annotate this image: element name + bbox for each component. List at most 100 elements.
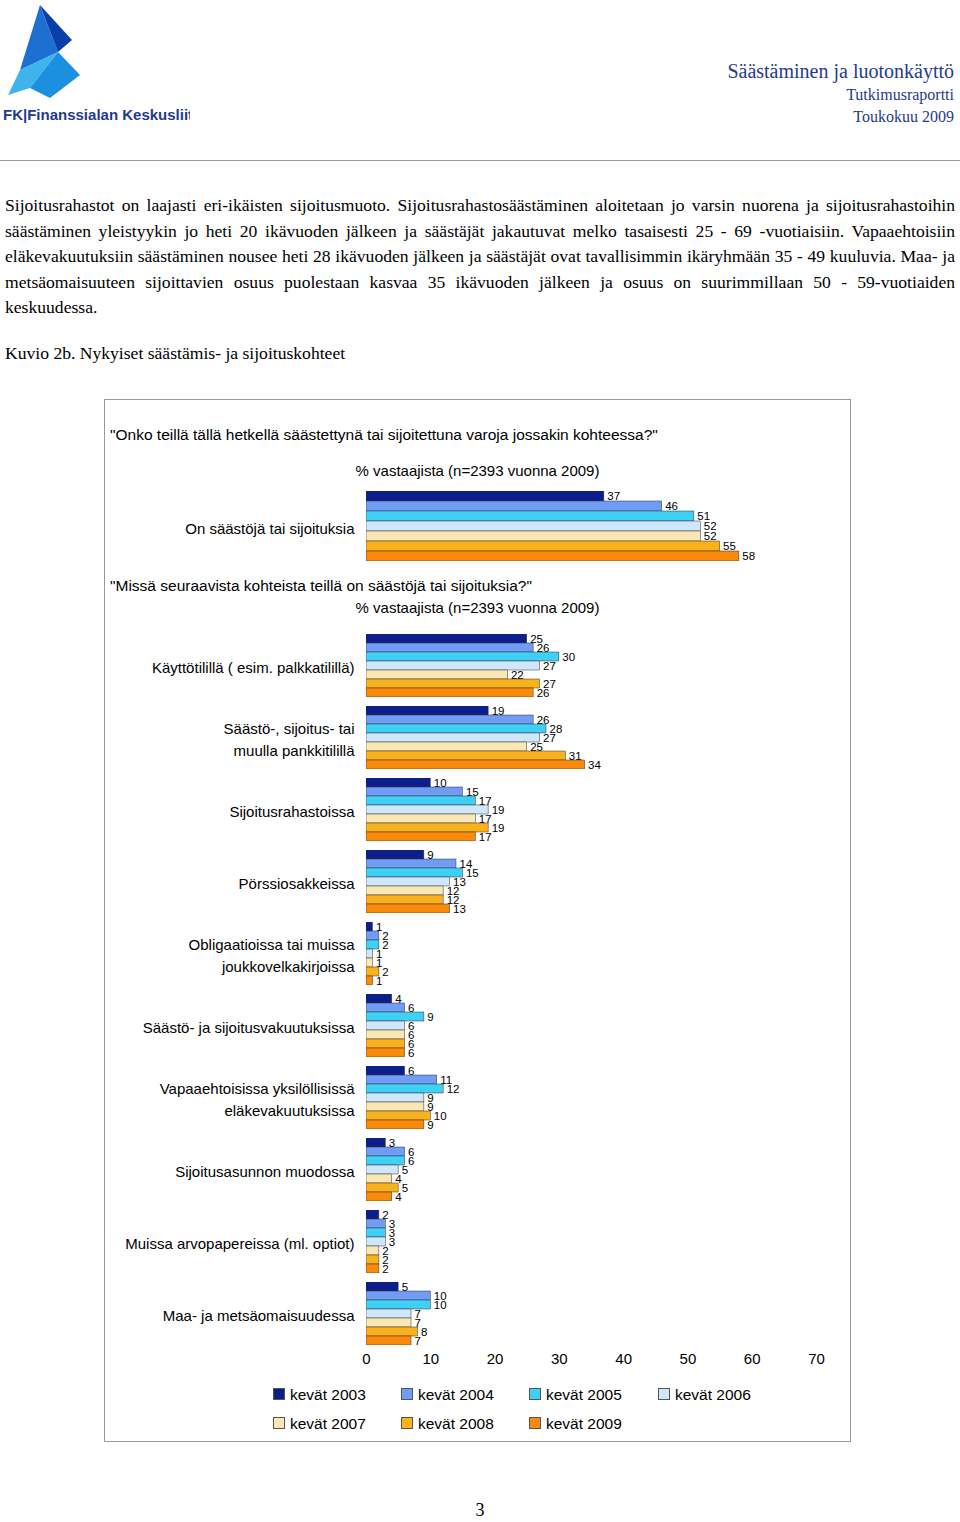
svg-text:Säästö-, sijoitus- taimuulla p: Säästö-, sijoitus- taimuulla pankkitilil… (224, 720, 356, 760)
svg-text:25: 25 (530, 741, 543, 753)
svg-text:60: 60 (744, 1350, 761, 1367)
svg-text:Obligaatioissa tai muissajoukk: Obligaatioissa tai muissajoukkovelkakirj… (189, 936, 356, 976)
svg-text:17: 17 (479, 813, 492, 825)
svg-text:1: 1 (376, 975, 382, 987)
svg-text:28: 28 (549, 722, 563, 735)
svg-text:19: 19 (492, 822, 505, 834)
svg-text:19: 19 (492, 705, 505, 717)
svg-text:9: 9 (427, 1119, 433, 1131)
svg-text:20: 20 (487, 1350, 504, 1367)
svg-text:6: 6 (408, 1155, 414, 1167)
html-text:3: 3 (475, 1500, 485, 1520)
svg-text:Muissa arvopapereissa (ml. opt: Muissa arvopapereissa (ml. optiot) (125, 1235, 354, 1252)
svg-text:15: 15 (466, 786, 479, 798)
html-text:kevät 2008: kevät 2008 (418, 1415, 494, 1432)
svg-text:6: 6 (408, 1047, 414, 1059)
svg-text:10: 10 (433, 1289, 447, 1302)
svg-text:1: 1 (375, 956, 383, 969)
svg-text:10: 10 (434, 777, 447, 789)
svg-text:Sijoitusasunnon muodossa: Sijoitusasunnon muodossa (175, 1163, 355, 1180)
svg-text:12: 12 (447, 1083, 460, 1095)
svg-text:12: 12 (446, 893, 460, 906)
svg-text:Vapaaehtoisissa yksilöllisissä: Vapaaehtoisissa yksilöllisissäeläkevakuu… (160, 1080, 355, 1120)
svg-text:19: 19 (492, 804, 505, 816)
svg-text:2: 2 (382, 939, 388, 951)
svg-text:13: 13 (453, 875, 466, 888)
html-text:% vastaajista (n=2393 vuonna 2: % vastaajista (n=2393 vuonna 2009) (355, 462, 600, 479)
svg-text:3: 3 (388, 1217, 396, 1230)
svg-text:30: 30 (562, 651, 575, 663)
svg-text:5: 5 (402, 1281, 408, 1293)
svg-text:34: 34 (588, 759, 601, 771)
svg-text:Käyttötilillä ( esim. palkkati: Käyttötilillä ( esim. palkkatilillä) (152, 659, 355, 676)
svg-text:3: 3 (389, 1137, 395, 1149)
html-text:% vastaajista (n=2393 vuonna 2: % vastaajista (n=2393 vuonna 2009) (355, 599, 600, 616)
svg-text:FK|Finanssialan Keskusliitto: FK|Finanssialan Keskusliitto (3, 106, 190, 123)
svg-text:26: 26 (537, 687, 550, 699)
html-text:Kuvio 2b. Nykyiset säästämis-: Kuvio 2b. Nykyiset säästämis- ja sijoitu… (5, 343, 346, 363)
html-text:kevät 2009: kevät 2009 (546, 1415, 622, 1432)
svg-text:11: 11 (440, 1073, 453, 1086)
svg-text:30: 30 (551, 1350, 568, 1367)
html-text:kevät 2007: kevät 2007 (290, 1415, 366, 1432)
svg-text:On säästöjä tai sijoituksia: On säästöjä tai sijoituksia (185, 520, 355, 537)
html-text:kevät 2003: kevät 2003 (290, 1386, 366, 1403)
svg-text:46: 46 (665, 500, 678, 512)
svg-text:70: 70 (808, 1350, 825, 1367)
svg-text:26: 26 (537, 642, 550, 654)
svg-text:4: 4 (395, 993, 402, 1005)
svg-text:17: 17 (479, 831, 492, 843)
svg-text:14: 14 (459, 857, 473, 870)
svg-text:1: 1 (375, 920, 383, 933)
svg-text:27: 27 (543, 732, 556, 744)
svg-text:5: 5 (402, 1182, 408, 1194)
svg-text:51: 51 (697, 510, 711, 523)
svg-text:12: 12 (446, 884, 460, 897)
svg-text:4: 4 (395, 1191, 402, 1203)
svg-text:0: 0 (362, 1350, 370, 1367)
svg-text:8: 8 (421, 1326, 427, 1338)
svg-text:25: 25 (530, 632, 543, 645)
svg-text:1: 1 (375, 947, 383, 960)
svg-text:Säästö- ja sijoitusvakuutuksis: Säästö- ja sijoitusvakuutuksissa (143, 1019, 355, 1036)
html-text:kevät 2006: kevät 2006 (675, 1386, 751, 1403)
svg-text:17: 17 (479, 795, 492, 807)
svg-text:10: 10 (434, 1299, 447, 1311)
html-text:Sijoitusrahastot on laajasti e: Sijoitusrahastot on laajasti eri-ikäiste… (5, 195, 955, 317)
svg-text:6: 6 (408, 1065, 414, 1077)
svg-text:31: 31 (569, 750, 582, 762)
svg-text:Pörssiosakkeissa: Pörssiosakkeissa (239, 875, 356, 892)
svg-text:58: 58 (742, 550, 755, 562)
svg-text:55: 55 (723, 540, 736, 552)
svg-text:13: 13 (453, 903, 466, 915)
svg-text:15: 15 (466, 867, 479, 879)
svg-text:52: 52 (703, 520, 717, 533)
html-text:Säästäminen ja luotonkäyttö: Säästäminen ja luotonkäyttö (727, 60, 954, 82)
svg-text:10: 10 (434, 1110, 447, 1122)
svg-text:50: 50 (680, 1350, 697, 1367)
html-text:"Missä seuraavista kohteista t: "Missä seuraavista kohteista teillä on s… (110, 577, 532, 594)
svg-text:Maa- ja metsäomaisuudessa: Maa- ja metsäomaisuudessa (163, 1307, 355, 1324)
svg-text:9: 9 (427, 1011, 433, 1023)
svg-text:2: 2 (382, 966, 388, 978)
svg-text:27: 27 (543, 660, 556, 672)
svg-text:22: 22 (511, 669, 524, 681)
svg-text:9: 9 (427, 849, 433, 861)
svg-text:26: 26 (537, 714, 550, 726)
svg-text:37: 37 (607, 490, 620, 502)
svg-text:Sijoitusrahastoissa: Sijoitusrahastoissa (229, 803, 355, 820)
svg-text:40: 40 (615, 1350, 632, 1367)
svg-text:52: 52 (704, 530, 717, 542)
html-text:Tutkimusraportti: Tutkimusraportti (846, 86, 954, 103)
svg-text:10: 10 (422, 1350, 439, 1367)
svg-text:3: 3 (389, 1236, 395, 1248)
html-text:"Onko teillä tällä hetkellä sä: "Onko teillä tällä hetkellä säästettynä … (110, 426, 658, 443)
svg-text:5: 5 (402, 1164, 408, 1176)
svg-text:27: 27 (543, 677, 556, 690)
html-text:kevät 2004: kevät 2004 (418, 1386, 494, 1403)
html-text:Toukokuu 2009: Toukokuu 2009 (853, 108, 954, 125)
html-text:kevät 2005: kevät 2005 (546, 1386, 622, 1403)
svg-text:2: 2 (382, 1263, 388, 1275)
svg-text:6: 6 (408, 1002, 414, 1014)
svg-text:7: 7 (415, 1335, 421, 1347)
